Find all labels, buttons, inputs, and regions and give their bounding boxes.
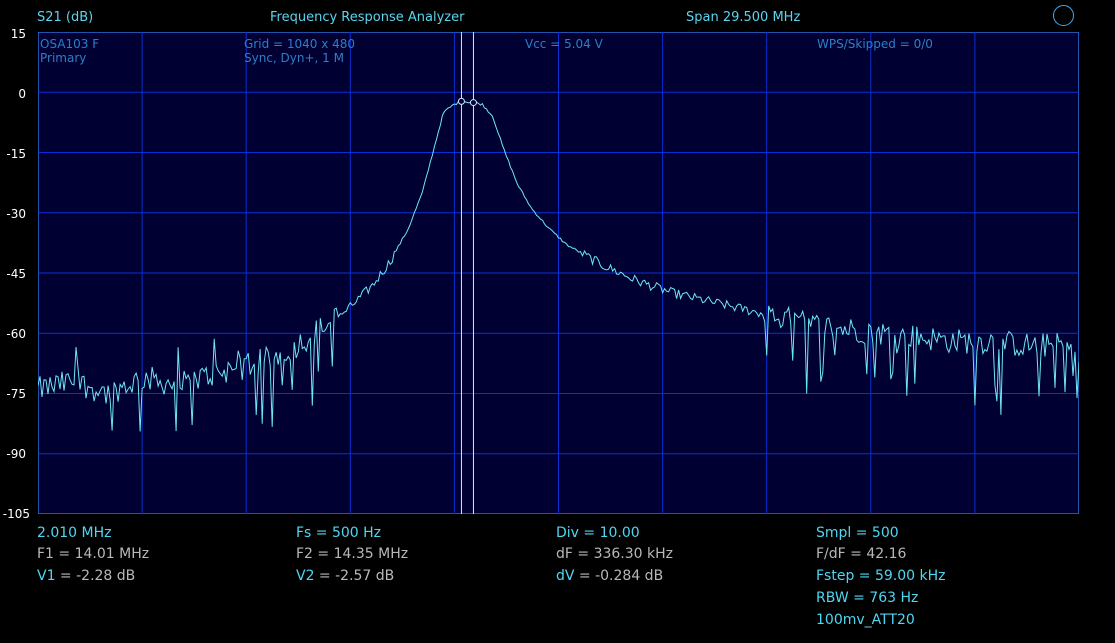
v2-value: = -2.57 dB [314, 568, 395, 584]
status-circle-button[interactable] [1053, 5, 1074, 26]
f1-readout: F1 = 14.01 MHz [37, 546, 150, 562]
frequency-response-plot[interactable] [38, 32, 1079, 514]
preset-readout: 100mv_ATT20 [816, 612, 915, 628]
wps-info: WPS/Skipped = 0/0 [817, 37, 933, 51]
v2-label: V2 [296, 568, 315, 584]
y-tick-label: -45 [6, 267, 26, 281]
cursor-marker-1 [457, 97, 465, 105]
y-tick-label: -30 [6, 207, 26, 221]
y-tick-label: 0 [18, 87, 26, 101]
span-readout: Span 29.500 MHz [686, 10, 801, 25]
f2-readout: F2 = 14.35 MHz [296, 546, 409, 562]
fdf-readout: F/dF = 42.16 [816, 546, 907, 562]
vcc-info: Vcc = 5.04 V [525, 37, 603, 51]
y-tick-label: -75 [6, 387, 26, 401]
fstep-readout: Fstep = 59.00 kHz [816, 568, 946, 584]
start-frequency: 2.010 MHz [37, 525, 112, 541]
plot-grid [38, 32, 1079, 514]
dv-value: = -0.284 dB [574, 568, 664, 584]
v1-readout: V1 = -2.28 dB [37, 568, 135, 584]
response-trace [38, 100, 1079, 432]
app-title: Frequency Response Analyzer [270, 10, 465, 25]
smpl-readout: Smpl = 500 [816, 525, 899, 541]
v1-value: = -2.28 dB [55, 568, 136, 584]
y-tick-label: 15 [10, 27, 26, 41]
v2-readout: V2 = -2.57 dB [296, 568, 394, 584]
y-tick-label: -15 [6, 147, 26, 161]
cursor-marker-2 [469, 99, 477, 107]
y-tick-label: -105 [2, 507, 30, 521]
fs-readout: Fs = 500 Hz [296, 525, 382, 541]
div-readout: Div = 10.00 [556, 525, 640, 541]
mode-label: Primary [40, 51, 87, 65]
v1-label: V1 [37, 568, 56, 584]
sync-info: Sync, Dyn+, 1 M [244, 51, 344, 65]
rbw-readout: RBW = 763 Hz [816, 590, 919, 606]
trace-group [38, 100, 1079, 432]
y-tick-label: -90 [6, 447, 26, 461]
y-tick-label: -60 [6, 327, 26, 341]
grid-info: Grid = 1040 x 480 [244, 37, 356, 51]
dv-label: dV [556, 568, 575, 584]
dv-readout: dV = -0.284 dB [556, 568, 663, 584]
df-readout: dF = 336.30 kHz [556, 546, 673, 562]
device-label: OSA103 F [40, 37, 100, 51]
measurement-label: S21 (dB) [37, 10, 94, 25]
cursor-group [457, 32, 477, 514]
